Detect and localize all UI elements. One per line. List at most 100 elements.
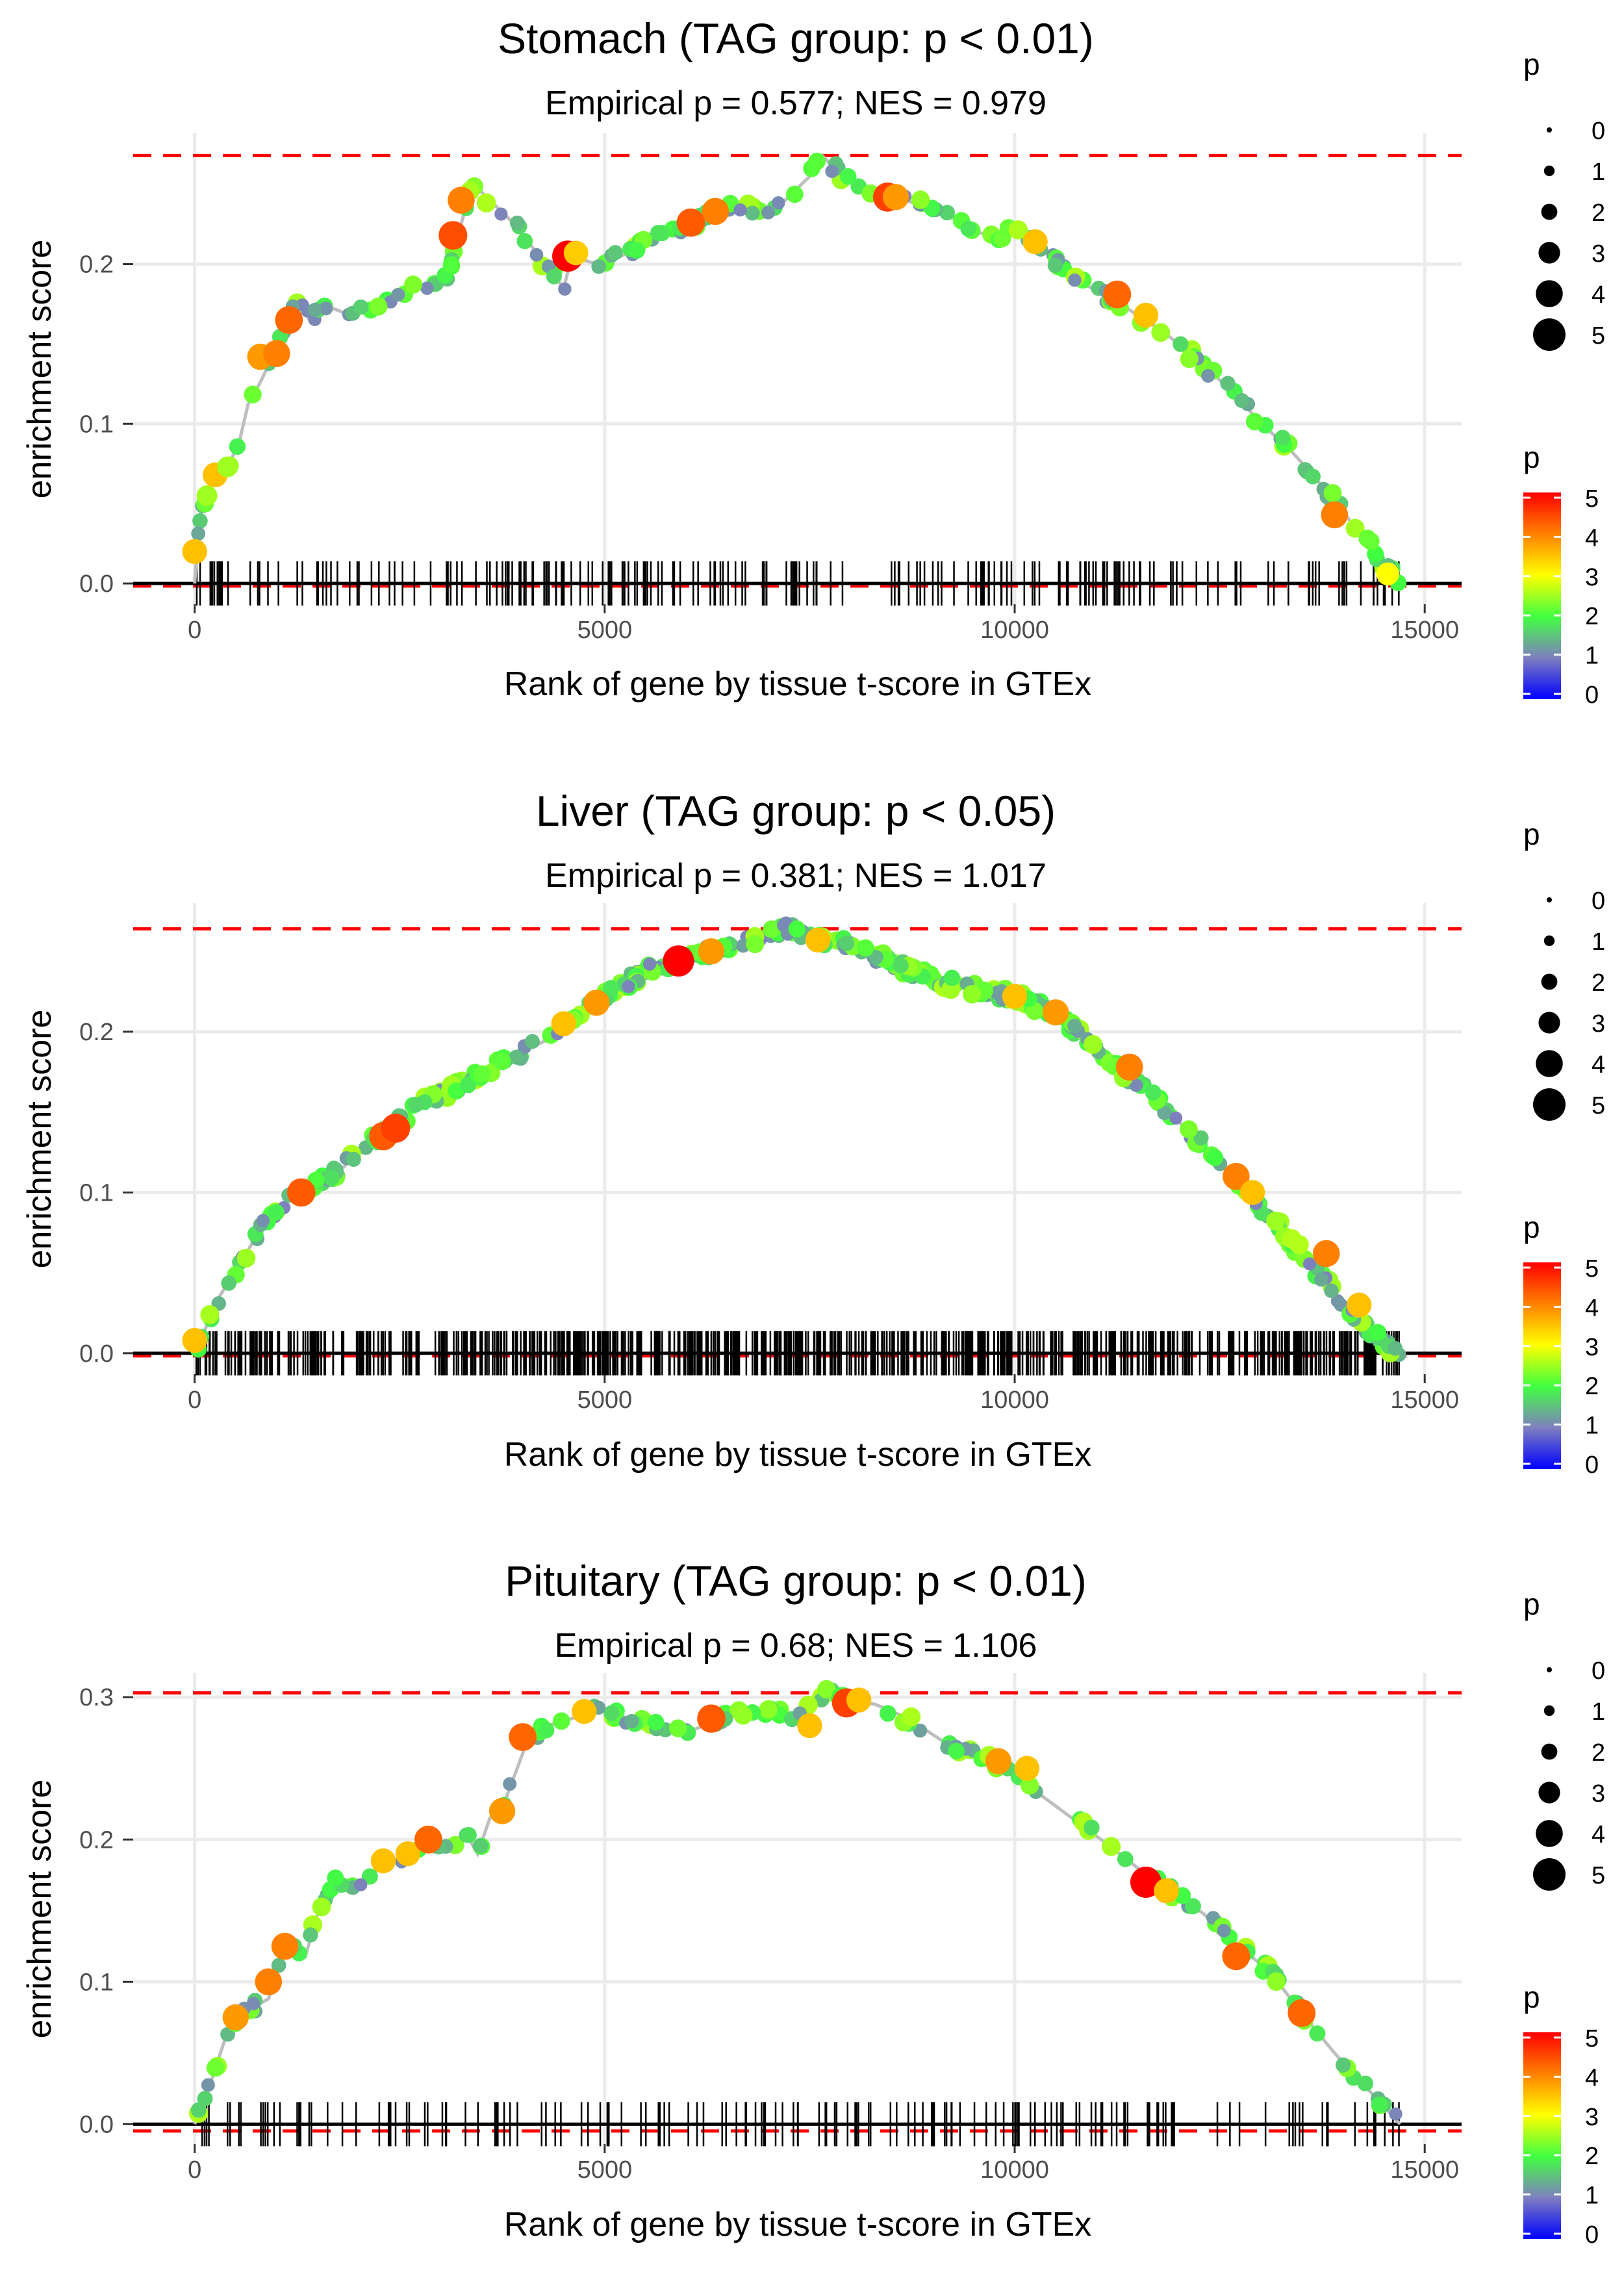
es-point [1117,1851,1134,1867]
es-point [244,385,262,403]
color-legend-label: 4 [1585,2064,1599,2091]
es-point [404,275,422,294]
panel-liver: Liver (TAG group: p < 0.05) Empirical p … [21,787,1605,1479]
es-point-highlight [1222,1942,1250,1971]
es-point-highlight [572,1698,597,1724]
es-point-highlight [275,306,303,334]
es-point [911,190,930,209]
color-legend-label: 4 [1585,1294,1599,1322]
es-point [529,248,544,262]
size-legend-label: 0 [1592,1657,1605,1685]
es-point [229,438,246,455]
es-point [1101,1837,1121,1856]
es-point-highlight [287,1178,316,1207]
x-tick-label: 5000 [577,617,633,644]
es-point [221,1275,236,1291]
chart-subtitle: Empirical p = 0.577; NES = 0.979 [545,84,1047,122]
es-point [1266,1211,1286,1231]
es-point [1157,1105,1172,1120]
size-legend-dot [1547,1667,1552,1672]
es-point [817,1680,836,1699]
es-point [420,281,434,295]
es-point [246,1997,260,2011]
es-point [1302,1257,1317,1271]
es-point [1357,2075,1374,2091]
color-legend: p 0 1 2 3 4 5 [1523,1210,1599,1479]
es-point-highlight [702,198,730,225]
es-point-highlight [509,1723,537,1752]
es-point [856,939,874,957]
es-point [1067,1018,1082,1033]
es-point [236,1248,256,1268]
es-point [494,207,508,221]
color-legend-label: 4 [1585,524,1599,552]
es-point [1389,2107,1402,2121]
es-point [624,1714,639,1729]
size-legend-dot [1533,1088,1566,1121]
y-tick-label: 0.3 [79,1684,114,1711]
es-point [319,301,333,316]
es-point [361,1868,378,1885]
size-legend-label: 4 [1592,1051,1605,1079]
es-point [642,957,657,971]
es-point [346,1151,361,1168]
es-point [1083,1035,1102,1054]
es-point [591,259,607,274]
es-point [206,2059,225,2077]
es-point-highlight [1223,1162,1250,1190]
es-point [772,196,785,210]
size-legend-dot [1533,318,1566,351]
es-point-highlight [805,927,831,953]
size-legend-label: 2 [1592,969,1605,997]
size-legend-label: 5 [1592,1092,1605,1119]
es-point [1304,468,1321,485]
color-legend-label: 2 [1585,2143,1599,2170]
size-legend-dot [1538,1012,1560,1034]
es-point [192,513,208,529]
es-point [825,164,839,179]
es-points [188,1680,1402,2123]
color-legend-label: 5 [1585,2025,1599,2052]
es-point [647,1713,665,1731]
es-point-highlight [698,938,725,965]
color-legend-bar [1523,1262,1561,1469]
es-point [509,215,525,231]
size-legend: p 0 1 2 3 4 5 [1523,47,1605,351]
es-point [913,1723,928,1738]
es-point-highlight [182,1327,207,1353]
es-point [442,256,461,274]
es-point-highlight [1002,984,1028,1009]
color-legend-label: 3 [1585,2104,1599,2131]
es-point-highlight [1022,229,1048,255]
color-legend-label: 2 [1585,603,1599,630]
size-legend-label: 0 [1592,888,1605,915]
es-point [1371,2096,1388,2113]
es-point [1275,429,1291,446]
es-point-highlight [846,1687,872,1713]
es-point-highlight [263,340,290,367]
es-point-highlight [1130,1866,1161,1898]
es-point [493,1053,511,1071]
es-point-highlight [1133,302,1159,328]
size-legend-label: 4 [1592,1821,1605,1848]
es-point [1068,273,1082,287]
es-point [1173,336,1189,352]
y-tick-label: 0.0 [79,1340,114,1368]
chart-subtitle: Empirical p = 0.68; NES = 1.106 [555,1627,1037,1665]
x-tick-label: 5000 [577,2156,633,2184]
size-legend-label: 0 [1592,118,1605,145]
es-point [516,233,533,249]
es-point-highlight [448,186,475,214]
color-legend: p 0 1 2 3 4 5 [1523,1980,1599,2249]
es-point-highlight [1321,501,1349,529]
size-legend-label: 1 [1592,1698,1605,1726]
es-point [460,1077,477,1093]
es-point [472,1838,488,1854]
color-legend-label: 0 [1585,2221,1599,2249]
es-point-highlight [1239,1180,1265,1205]
x-tick-label: 0 [188,2156,201,2184]
size-legend-title: p [1523,817,1540,851]
size-legend-dot [1541,203,1558,220]
size-legend-dot [1543,1705,1555,1717]
es-point [1047,257,1063,274]
